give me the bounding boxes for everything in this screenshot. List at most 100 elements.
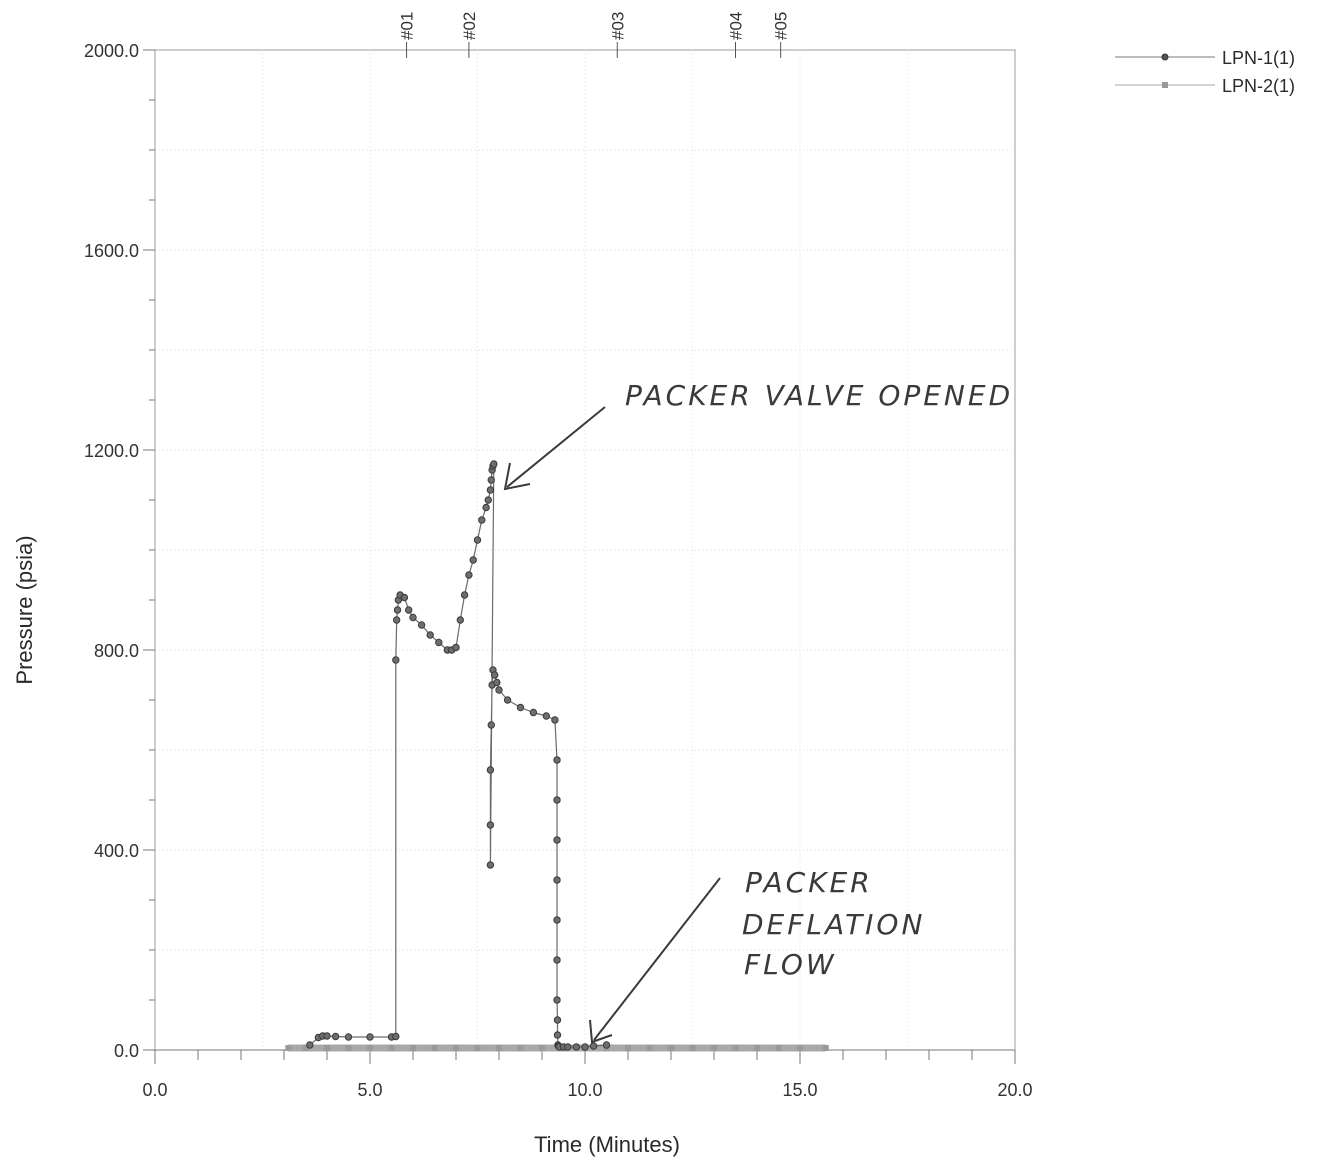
lpn2-point — [775, 1045, 782, 1051]
lpn2-point — [668, 1045, 674, 1051]
lpn2-point — [388, 1045, 395, 1051]
lpn2-point — [517, 1045, 524, 1051]
lpn1-point — [392, 1032, 400, 1041]
data-series — [285, 460, 829, 1052]
lpn1-point — [542, 712, 550, 720]
lpn1-point — [392, 656, 400, 664]
x-tick-label: 15.0 — [782, 1080, 817, 1100]
lpn1-point — [486, 766, 495, 774]
annotation-deflation-line-3: FLOW — [744, 948, 837, 981]
lpn2-point — [646, 1045, 653, 1051]
x-tick-label: 0.0 — [142, 1080, 167, 1100]
lpn1-point — [589, 1042, 598, 1050]
lpn1-point — [564, 1043, 572, 1051]
lpn1-point — [306, 1041, 314, 1049]
lpn2-point — [453, 1045, 459, 1051]
lpn1-point — [460, 591, 469, 599]
lpn1-point — [553, 1016, 562, 1024]
handwritten-annotation-deflation: PACKER DEFLATION FLOW — [589, 866, 937, 1044]
x-tick-label: 5.0 — [357, 1080, 382, 1100]
lpn1-point — [344, 1033, 353, 1041]
lpn1-point — [487, 721, 495, 729]
event-label: #01 — [398, 12, 417, 40]
lpn1-point — [486, 821, 495, 829]
lpn1-point — [503, 696, 512, 704]
lpn1-point — [482, 503, 490, 512]
lpn2-point — [732, 1045, 739, 1051]
lpn1-point — [553, 876, 561, 884]
lpn2-point — [285, 1045, 292, 1051]
lpn2-point — [324, 1045, 330, 1051]
lpn1-point — [553, 956, 561, 964]
lpn1-point — [331, 1032, 340, 1041]
lpn1-point — [553, 796, 561, 804]
annotation-arrow-deflation — [593, 877, 721, 1041]
x-axis-label: Time (Minutes) — [534, 1132, 680, 1157]
lpn1-point — [491, 671, 499, 679]
series-line-lpn1 — [309, 463, 607, 1048]
x-tick-label: 10.0 — [567, 1080, 602, 1100]
annotation-deflation-text: PACKER DEFLATION FLOW — [742, 866, 937, 981]
lpn1-point — [553, 916, 561, 924]
lpn2-point — [410, 1045, 416, 1051]
lpn1-point — [452, 643, 460, 652]
lpn1-point — [469, 556, 477, 564]
lpn2-point — [711, 1045, 717, 1051]
lpn2-point — [496, 1045, 502, 1051]
lpn2-point — [539, 1045, 545, 1051]
lpn1-point — [366, 1033, 374, 1041]
legend-circle-marker-icon — [1161, 53, 1169, 61]
lpn2-point — [797, 1045, 803, 1051]
lpn2-point — [431, 1045, 438, 1051]
legend-label-lpn2: LPN-2(1) — [1222, 76, 1295, 96]
legend-label-lpn1: LPN-1(1) — [1222, 48, 1295, 68]
lpn1-point — [465, 571, 473, 579]
lpn1-point — [493, 678, 501, 687]
lpn1-point — [393, 606, 402, 614]
lpn1-point — [490, 460, 498, 468]
lpn1-point — [495, 686, 503, 694]
y-tick-label: 400.0 — [94, 841, 139, 861]
lpn1-point — [486, 861, 495, 869]
y-tick-label: 800.0 — [94, 641, 139, 661]
y-axis-label: Pressure (psia) — [12, 535, 37, 684]
axis-ticks: 0.0 400.0 800.0 1200.0 1600.0 2000.0 0.0 5.0 10.… — [84, 41, 1033, 1100]
annotation-deflation-line-1: PACKER — [745, 866, 873, 899]
lpn1-point — [392, 616, 401, 624]
lpn2-point — [474, 1045, 481, 1051]
event-label: #02 — [460, 12, 479, 40]
y-tick-label: 2000.0 — [84, 41, 139, 61]
annotation-arrow-valve — [506, 406, 606, 488]
legend: LPN-1(1) LPN-2(1) — [1115, 48, 1295, 96]
lpn1-point — [572, 1043, 581, 1051]
lpn2-point — [367, 1045, 373, 1051]
event-label: #03 — [608, 12, 627, 40]
lpn2-point — [689, 1045, 696, 1051]
lpn1-point — [484, 496, 492, 504]
lpn1-point — [456, 616, 464, 624]
lpn2-point — [302, 1045, 309, 1051]
lpn1-point — [516, 703, 525, 712]
lpn1-point — [553, 1031, 562, 1039]
event-label: #05 — [772, 12, 791, 40]
arrow-head-icon — [589, 1019, 613, 1044]
lpn1-point — [581, 1043, 589, 1051]
lpn1-point — [602, 1041, 611, 1049]
lpn1-point — [553, 836, 561, 844]
lpn1-point — [400, 593, 409, 602]
lpn1-point — [486, 486, 495, 494]
lpn1-point — [553, 996, 561, 1004]
lpn1-point — [553, 756, 561, 764]
lpn2-point — [625, 1045, 631, 1051]
lpn1-point — [551, 716, 559, 724]
lpn2-point — [345, 1045, 352, 1051]
lpn1-point — [478, 516, 486, 524]
lpn1-point — [473, 536, 482, 544]
y-tick-label: 1200.0 — [84, 441, 139, 461]
event-markers: #01 #02 #03 #04 #05 — [398, 12, 791, 58]
lpn1-point — [426, 631, 434, 639]
legend-square-marker-icon — [1162, 82, 1168, 88]
arrow-head-icon — [503, 462, 531, 491]
lpn1-point — [409, 613, 417, 622]
